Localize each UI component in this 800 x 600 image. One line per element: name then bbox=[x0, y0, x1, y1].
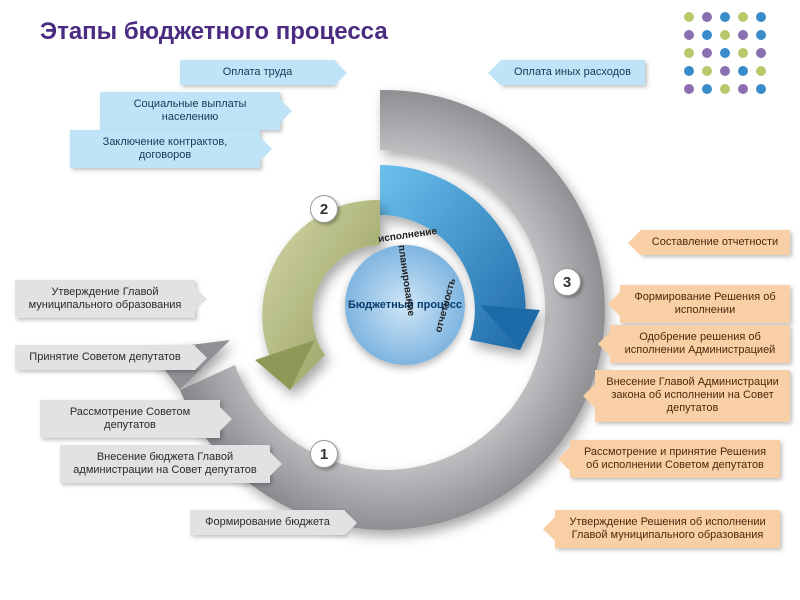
process-step-box: Утверждение Главой муниципального образо… bbox=[15, 280, 195, 318]
process-step-box: Рассмотрение Советом депутатов bbox=[40, 400, 220, 438]
decorative-dot bbox=[702, 48, 712, 58]
decorative-dot bbox=[756, 66, 766, 76]
decorative-dot-grid bbox=[684, 12, 770, 98]
decorative-dot bbox=[702, 66, 712, 76]
page-title: Этапы бюджетного процесса bbox=[40, 18, 388, 46]
decorative-dot bbox=[720, 12, 730, 22]
decorative-dot bbox=[702, 30, 712, 40]
decorative-dot bbox=[720, 84, 730, 94]
decorative-dot bbox=[738, 12, 748, 22]
stage-number-1: 1 bbox=[310, 440, 338, 468]
process-step-box: Формирование бюджета bbox=[190, 510, 345, 535]
process-step-box: Рассмотрение и принятие Решения об испол… bbox=[570, 440, 780, 478]
process-step-box: Утверждение Решения об исполнении Главой… bbox=[555, 510, 780, 548]
decorative-dot bbox=[720, 30, 730, 40]
decorative-dot bbox=[684, 12, 694, 22]
decorative-dot bbox=[720, 66, 730, 76]
decorative-dot bbox=[720, 48, 730, 58]
decorative-dot bbox=[684, 84, 694, 94]
decorative-dot bbox=[756, 12, 766, 22]
process-step-box: Одобрение решения об исполнении Админист… bbox=[610, 325, 790, 363]
decorative-dot bbox=[738, 66, 748, 76]
decorative-dot bbox=[702, 12, 712, 22]
decorative-dot bbox=[756, 84, 766, 94]
decorative-dot bbox=[684, 66, 694, 76]
process-step-box: Внесение Главой Администрации закона об … bbox=[595, 370, 790, 422]
decorative-dot bbox=[702, 84, 712, 94]
process-step-box: Внесение бюджета Главой администрации на… bbox=[60, 445, 270, 483]
decorative-dot bbox=[738, 84, 748, 94]
stage-number-3: 3 bbox=[553, 268, 581, 296]
decorative-dot bbox=[684, 48, 694, 58]
decorative-dot bbox=[684, 30, 694, 40]
process-step-box: Социальные выплаты населению bbox=[100, 92, 280, 130]
decorative-dot bbox=[756, 30, 766, 40]
process-step-box: Формирование Решения об исполнении bbox=[620, 285, 790, 323]
process-step-box: Принятие Советом депутатов bbox=[15, 345, 195, 370]
decorative-dot bbox=[738, 48, 748, 58]
decorative-dot bbox=[738, 30, 748, 40]
decorative-dot bbox=[756, 48, 766, 58]
process-step-box: Заключение контрактов, договоров bbox=[70, 130, 260, 168]
stage-number-2: 2 bbox=[310, 195, 338, 223]
process-step-box: Оплата иных расходов bbox=[500, 60, 645, 85]
process-step-box: Составление отчетности bbox=[640, 230, 790, 255]
process-step-box: Оплата труда bbox=[180, 60, 335, 85]
